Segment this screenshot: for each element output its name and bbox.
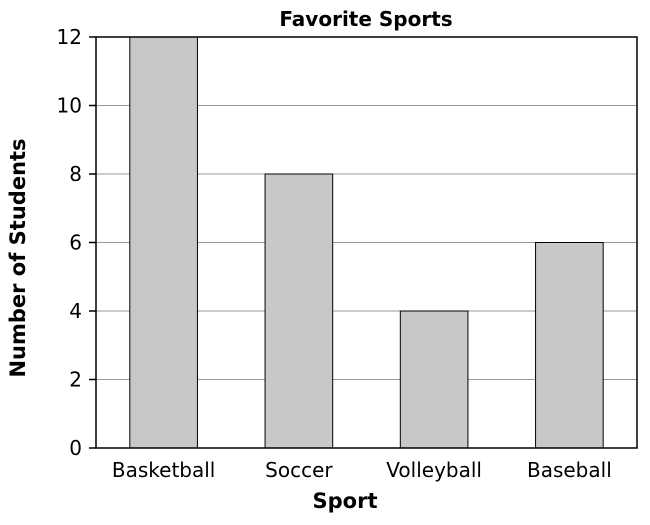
y-tick-label: 2 xyxy=(69,368,82,392)
y-axis-ticks: 0 2 4 6 8 10 12 xyxy=(57,25,96,460)
bar-soccer xyxy=(264,173,334,449)
x-tick-label: Volleyball xyxy=(386,458,482,482)
x-tick-label: Baseball xyxy=(527,458,612,482)
bar-basketball xyxy=(129,36,198,449)
y-tick-label: 6 xyxy=(69,231,82,255)
x-axis-label: Sport xyxy=(313,489,378,513)
bar-volleyball xyxy=(399,310,469,449)
bar-baseball xyxy=(535,242,604,449)
y-tick-label: 4 xyxy=(69,299,82,323)
bars xyxy=(129,36,604,449)
x-axis-ticks: Basketball Soccer Volleyball Baseball xyxy=(112,458,612,482)
chart-title: Favorite Sports xyxy=(279,7,452,31)
y-tick-label: 12 xyxy=(57,25,82,49)
y-axis-label: Number of Students xyxy=(6,138,30,377)
y-tick-label: 0 xyxy=(69,436,82,460)
x-tick-label: Soccer xyxy=(265,458,333,482)
x-tick-label: Basketball xyxy=(112,458,215,482)
y-tick-label: 10 xyxy=(57,94,82,118)
y-tick-label: 8 xyxy=(69,162,82,186)
